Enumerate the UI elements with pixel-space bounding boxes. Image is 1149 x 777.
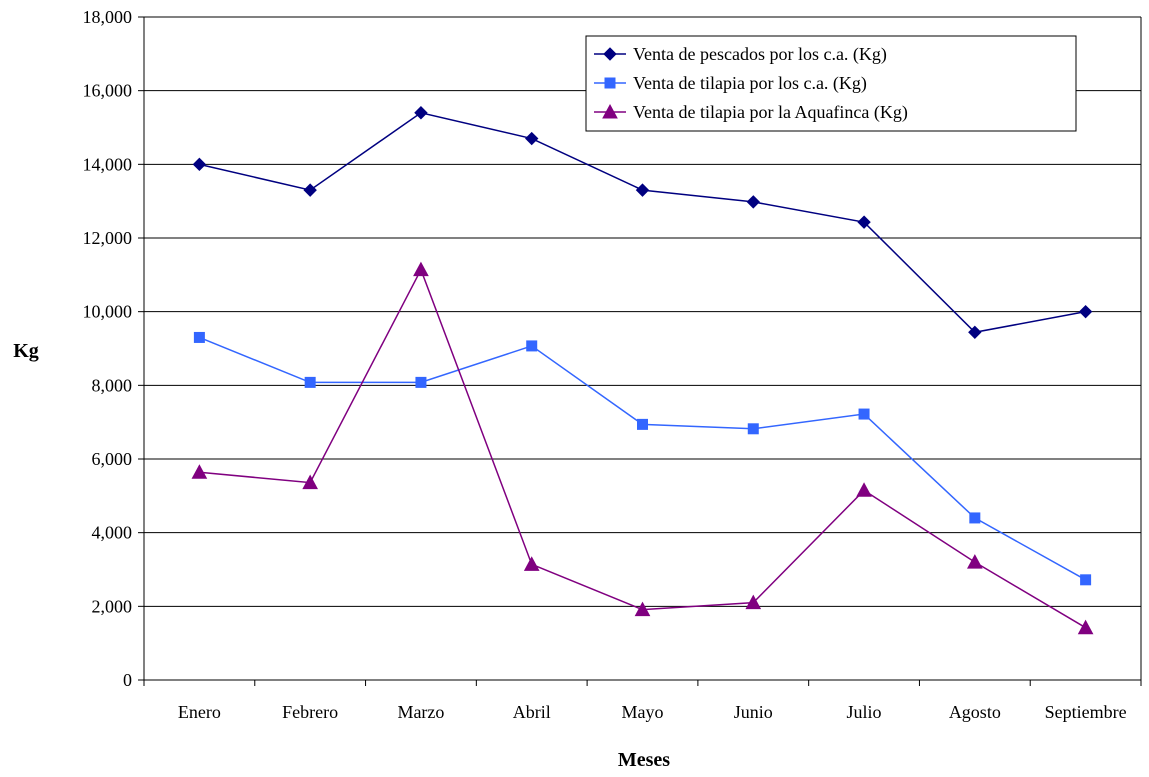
y-tick-label: 2,000 — [92, 596, 133, 616]
series-line — [199, 267, 1086, 629]
y-tick-labels: 0 2,000 4,000 6,000 8,000 10,000 12,000 14,000 1… — [83, 7, 133, 690]
data-point-triangle — [413, 261, 429, 277]
x-axis-title: Meses — [618, 749, 670, 771]
data-point-triangle — [634, 601, 651, 617]
y-tick-label: 16,000 — [83, 81, 133, 101]
x-tick-labels: Enero Febrero Marzo Abril Mayo Junio Julio Agos… — [178, 702, 1127, 722]
data-point-diamond — [414, 106, 428, 120]
y-tick-label: 10,000 — [83, 302, 133, 322]
legend-marker — [603, 47, 617, 61]
data-point-square — [1080, 574, 1092, 586]
x-tick-label: Agosto — [949, 702, 1001, 722]
x-tick-label: Mayo — [622, 702, 664, 722]
y-tick-label: 4,000 — [92, 523, 133, 543]
data-point-square — [304, 376, 316, 388]
series-1 — [192, 106, 1093, 340]
legend-label: Venta de tilapia por los c.a. (Kg) — [633, 73, 867, 94]
data-point-triangle — [745, 594, 762, 610]
x-tick-label: Febrero — [282, 702, 338, 722]
data-point-square — [969, 512, 981, 524]
legend-label: Venta de pescados por los c.a. (Kg) — [633, 44, 887, 65]
data-point-triangle — [302, 474, 319, 490]
y-tick-label: 14,000 — [83, 154, 133, 174]
y-tick-label: 6,000 — [92, 449, 133, 469]
data-point-square — [747, 423, 759, 435]
data-point-triangle — [191, 464, 208, 479]
x-tick-label: Abril — [513, 702, 551, 722]
data-point-diamond — [746, 195, 760, 209]
legend-item: Venta de tilapia por los c.a. (Kg) — [594, 73, 867, 94]
y-tick-label: 18,000 — [83, 7, 133, 27]
data-point-diamond — [857, 215, 871, 229]
data-point-square — [415, 376, 427, 388]
series-group — [191, 106, 1094, 635]
y-tick-label: 12,000 — [83, 228, 133, 248]
legend-item: Venta de pescados por los c.a. (Kg) — [594, 44, 887, 65]
data-point-triangle — [523, 556, 540, 571]
legend: Venta de pescados por los c.a. (Kg) Venta… — [585, 35, 1077, 132]
x-tick-label: Enero — [178, 702, 221, 722]
data-point-diamond — [525, 131, 539, 146]
axes — [138, 16, 1142, 686]
data-point-square — [526, 340, 538, 352]
legend-label: Venta de tilapia por la Aquafinca (Kg) — [633, 102, 908, 123]
data-point-square — [193, 331, 205, 343]
series-2 — [193, 331, 1092, 586]
y-tick-label: 0 — [123, 670, 132, 690]
legend-marker — [604, 77, 616, 89]
series-3 — [191, 261, 1094, 635]
data-point-triangle — [856, 482, 872, 497]
legend-box — [585, 35, 1077, 132]
data-point-diamond — [1078, 304, 1093, 319]
legend-marker — [602, 103, 618, 119]
data-point-triangle — [966, 554, 983, 569]
x-tick-label: Septiembre — [1045, 702, 1127, 722]
data-point-diamond — [635, 183, 650, 197]
data-point-square — [858, 408, 870, 420]
data-point-triangle — [1077, 619, 1094, 635]
y-tick-label: 8,000 — [92, 375, 133, 395]
legend-item: Venta de tilapia por la Aquafinca (Kg) — [594, 102, 908, 123]
x-tick-label: Marzo — [397, 702, 444, 722]
x-tick-label: Junio — [734, 702, 773, 722]
series-line — [199, 111, 1086, 334]
y-axis-title: Kg — [13, 340, 39, 362]
data-point-diamond — [968, 325, 982, 340]
data-point-square — [637, 418, 648, 430]
data-point-diamond — [303, 183, 317, 197]
x-tick-label: Julio — [847, 702, 882, 722]
data-point-diamond — [192, 157, 207, 172]
